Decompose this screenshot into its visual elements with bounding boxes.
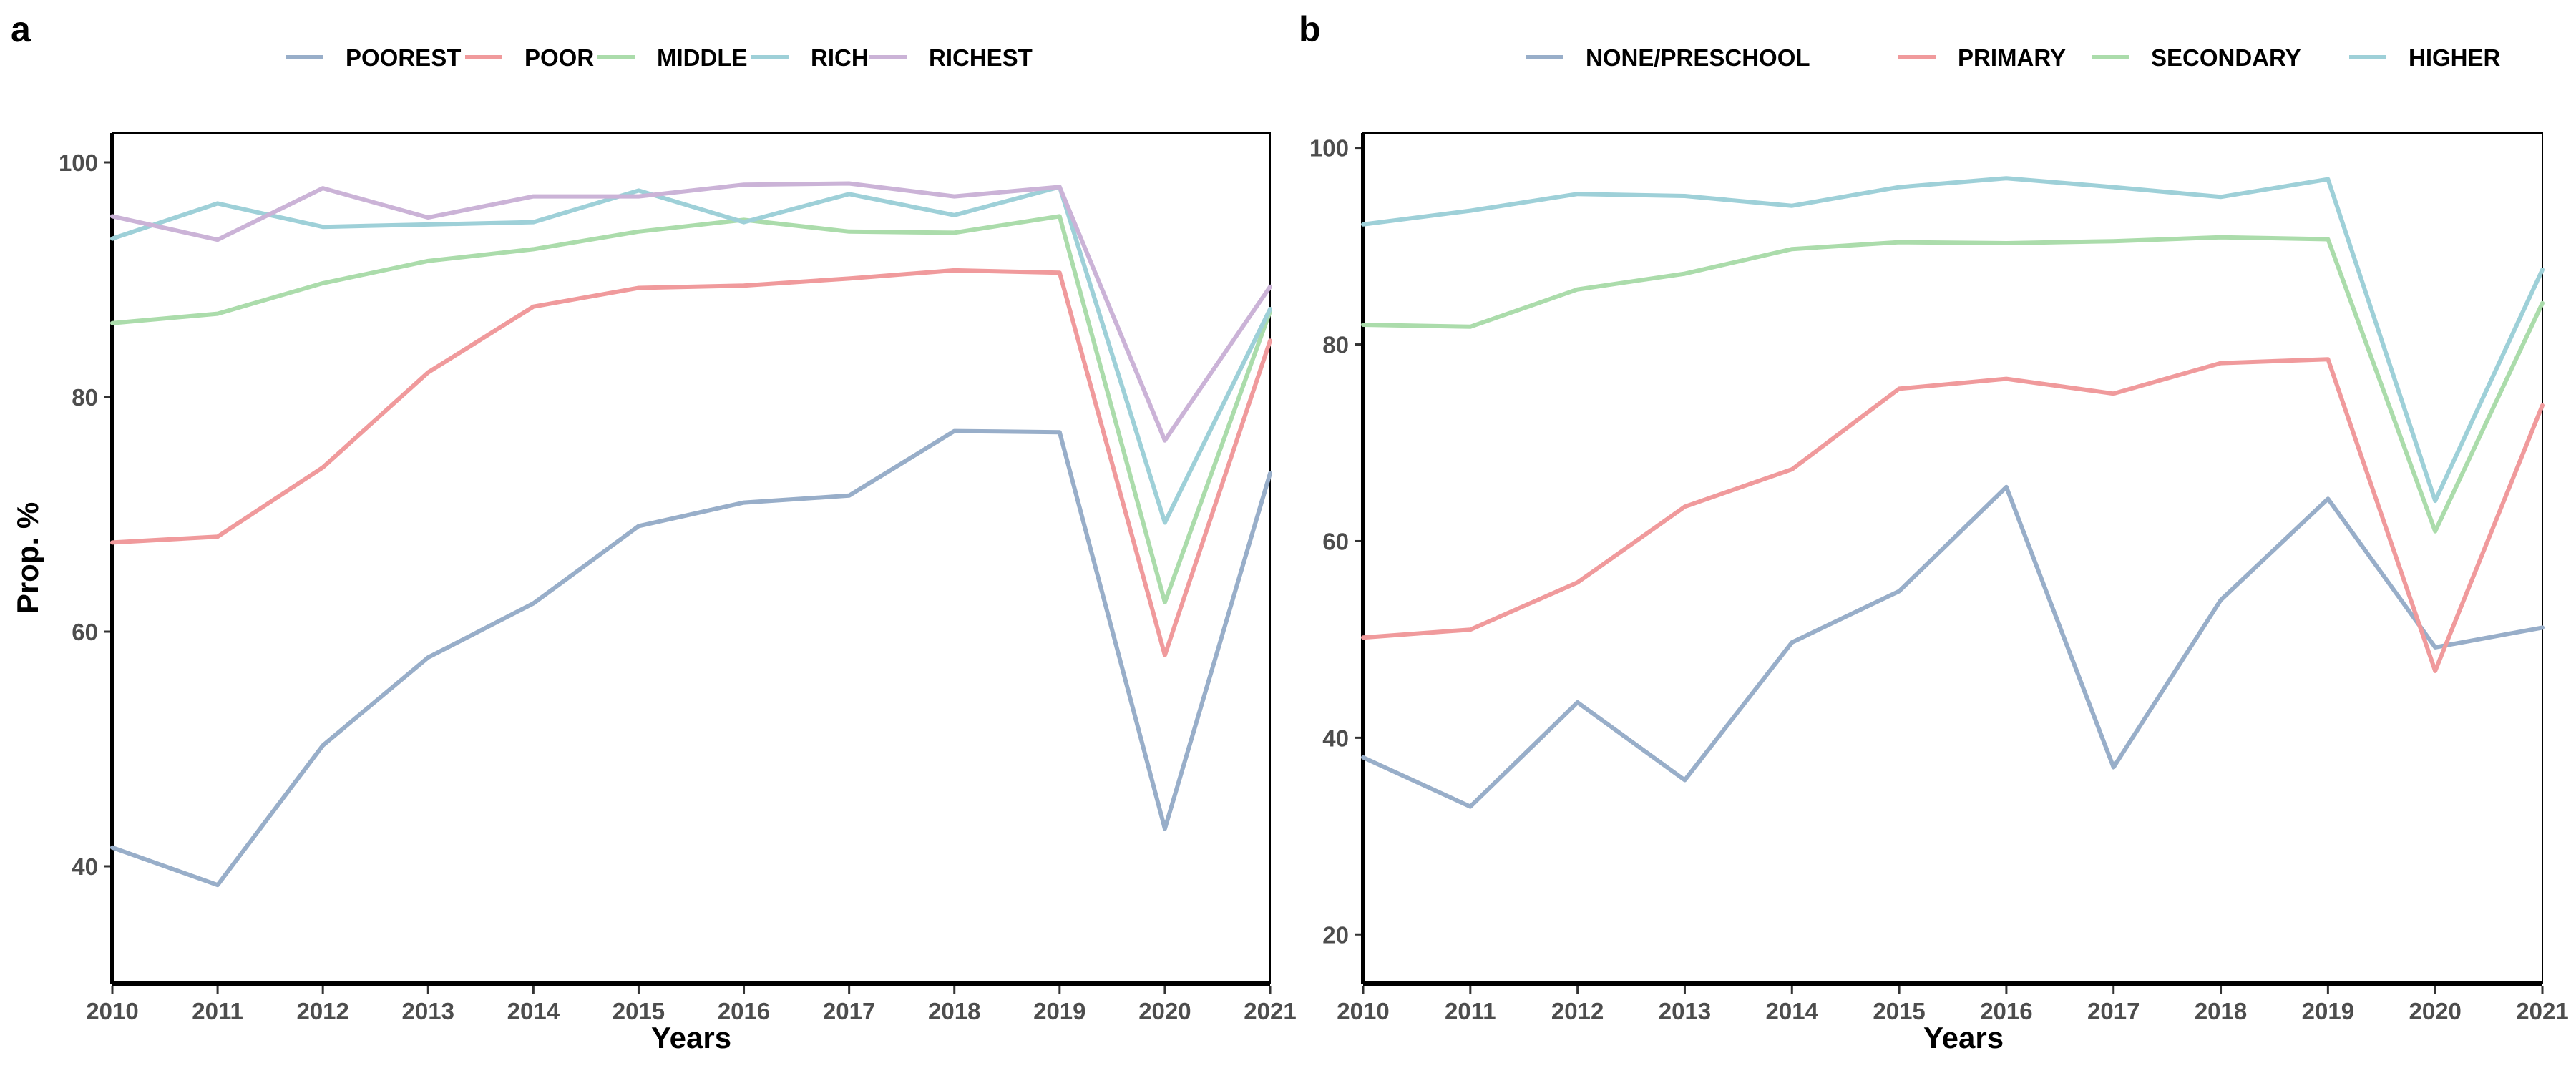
panel-label-a: a	[11, 9, 31, 49]
series-lines-b	[1361, 176, 2545, 809]
legend-a: POOREST POOR MIDDLE RICH RICHEST	[286, 44, 1033, 71]
legend-label: RICH	[811, 44, 869, 71]
series-line-secondary	[1361, 235, 2545, 534]
x-tick-label: 2012	[296, 998, 348, 1024]
chart-panel-b: b NONE/PRESCHOOL PRIMARY SECONDARY HIGHER 2…	[1299, 9, 2569, 1054]
legend-label: HIGHER	[2409, 44, 2501, 71]
series-line-middle	[110, 214, 1272, 604]
x-tick-label: 2014	[1766, 998, 1819, 1024]
series-line-primary	[1361, 357, 2545, 673]
y-tick-label: 100	[59, 150, 98, 176]
plot-frame-b	[1362, 132, 2543, 984]
x-tick-label: 2017	[823, 998, 875, 1024]
legend-item-primary: PRIMARY	[1898, 44, 2066, 71]
x-tick-label: 2015	[613, 998, 665, 1024]
x-tick-label: 2011	[1445, 998, 1496, 1024]
x-tick-label: 2019	[2302, 998, 2354, 1024]
legend-item-poor: POOR	[465, 44, 594, 71]
x-tick-label: 2019	[1033, 998, 1085, 1024]
x-ticks-b: 2010 2011 2012 2013 2014 2015 2016 2017 2018 2019…	[1337, 986, 2569, 1024]
x-tick-label: 2010	[86, 998, 138, 1024]
y-tick-label: 80	[1322, 332, 1349, 358]
legend-item-poorest: POOREST	[286, 44, 461, 71]
legend-label: POOREST	[346, 44, 461, 71]
x-tick-label: 2016	[1980, 998, 2032, 1024]
x-tick-label: 2014	[507, 998, 560, 1024]
x-tick-label: 2015	[1873, 998, 1925, 1024]
panel-label-b: b	[1299, 9, 1321, 49]
y-tick-label: 80	[72, 384, 98, 411]
series-lines-a	[110, 181, 1272, 888]
legend-label: POOR	[525, 44, 594, 71]
x-axis-title-b: Years	[1923, 1021, 2004, 1054]
legend-label: SECONDARY	[2151, 44, 2301, 71]
legend-label: NONE/PRESCHOOL	[1586, 44, 1810, 71]
x-tick-label: 2021	[2516, 998, 2568, 1024]
x-tick-label: 2013	[402, 998, 454, 1024]
y-tick-label: 60	[72, 619, 98, 645]
x-tick-label: 2013	[1659, 998, 1711, 1024]
x-tick-label: 2017	[2087, 998, 2140, 1024]
series-line-higher	[1361, 176, 2545, 504]
x-tick-label: 2018	[2195, 998, 2247, 1024]
x-tick-label: 2010	[1337, 998, 1389, 1024]
y-ticks-a: 40 60 80 100	[59, 150, 110, 880]
x-tick-label: 2011	[192, 998, 243, 1024]
y-tick-label: 40	[1322, 725, 1349, 751]
series-line-richest	[110, 181, 1272, 443]
x-ticks-a: 2010 2011 2012 2013 2014 2015 2016 2017 2018 2019…	[86, 986, 1297, 1024]
legend-item-secondary: SECONDARY	[2092, 44, 2301, 71]
x-tick-label: 2020	[1138, 998, 1191, 1024]
series-line-poor	[110, 268, 1272, 657]
chart-panel-a: a POOREST POOR MIDDLE RICH RICHEST 40 60 80 100…	[11, 9, 1297, 1054]
y-axis-title-a: Prop. %	[11, 502, 44, 614]
legend-item-higher: HIGHER	[2349, 44, 2501, 71]
legend-label: RICHEST	[929, 44, 1033, 71]
plot-frame-a	[112, 132, 1271, 984]
x-tick-label: 2016	[718, 998, 770, 1024]
series-line-rich	[110, 185, 1272, 525]
y-tick-label: 60	[1322, 528, 1349, 554]
x-tick-label: 2020	[2409, 998, 2461, 1024]
y-tick-label: 100	[1309, 135, 1349, 162]
legend-label: MIDDLE	[657, 44, 748, 71]
series-line-none-preschool	[1361, 484, 2545, 809]
y-tick-label: 20	[1322, 921, 1349, 948]
x-tick-label: 2012	[1551, 998, 1604, 1024]
x-tick-label: 2018	[928, 998, 980, 1024]
legend-item-middle: MIDDLE	[597, 44, 748, 71]
legend-item-rich: RICH	[751, 44, 869, 71]
legend-label: PRIMARY	[1958, 44, 2066, 71]
legend-item-none-preschool: NONE/PRESCHOOL	[1526, 44, 1810, 71]
x-axis-title-a: Years	[651, 1021, 731, 1054]
legend-b: NONE/PRESCHOOL PRIMARY SECONDARY HIGHER	[1526, 44, 2501, 71]
legend-item-richest: RICHEST	[869, 44, 1033, 71]
y-tick-label: 40	[72, 853, 98, 880]
x-tick-label: 2021	[1244, 998, 1296, 1024]
y-ticks-b: 20 40 60 80 100	[1309, 135, 1361, 948]
series-line-poorest	[110, 428, 1272, 888]
